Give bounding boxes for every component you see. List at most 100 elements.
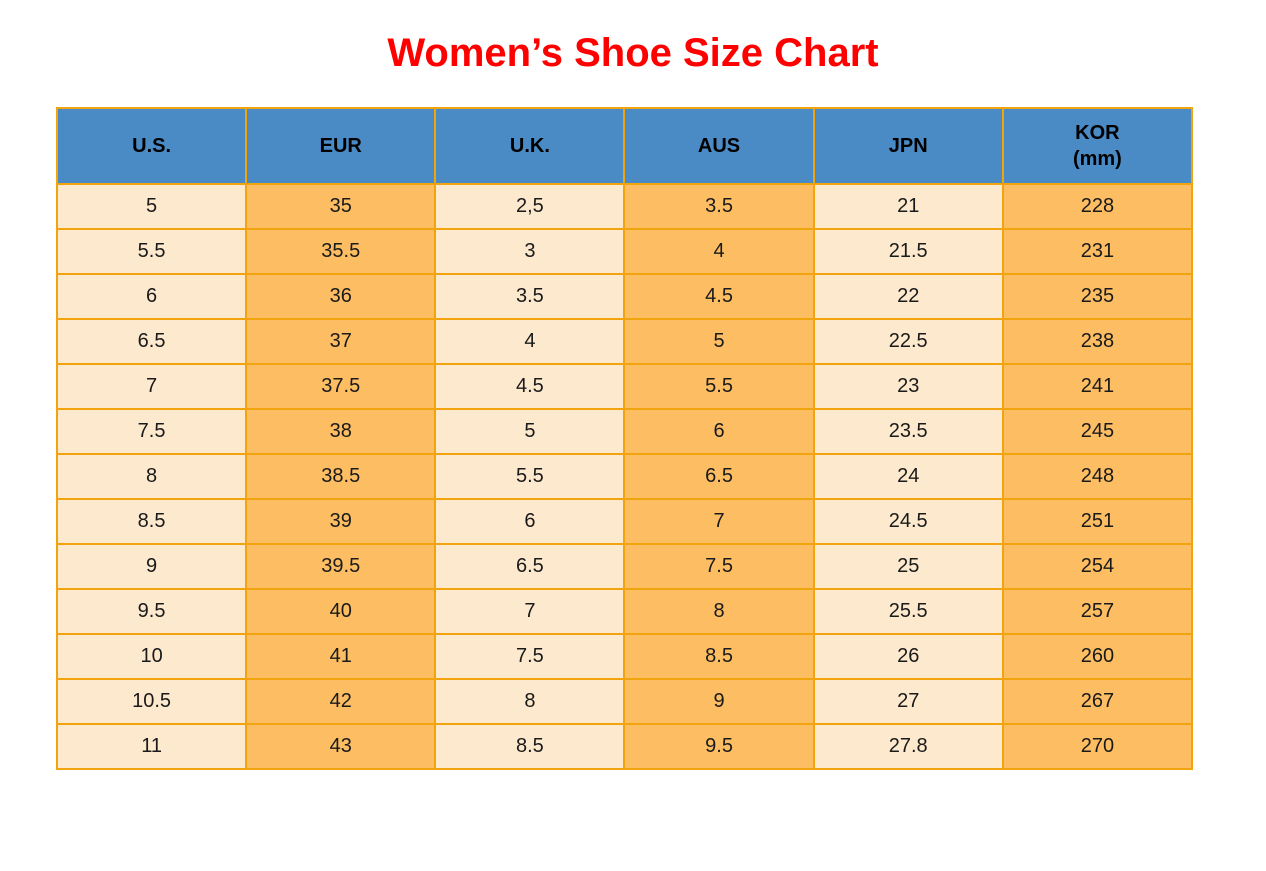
page-title: Women’s Shoe Size Chart [387, 31, 879, 75]
table-cell-eur: 36 [245, 273, 437, 320]
table-cell-kor: 235 [1001, 273, 1194, 320]
table-cell-eur: 35 [245, 183, 437, 230]
column-header-label: EUR [319, 135, 362, 157]
table-cell-uk: 7 [434, 588, 626, 635]
table-cell-eur: 39.5 [245, 543, 437, 590]
table-row: 8 38.5 5.5 6.5 24 248 [55, 453, 1194, 500]
table-cell-uk: 3 [434, 228, 626, 275]
table-cell-eur: 42 [245, 678, 437, 725]
table-cell-jpn: 22.5 [812, 318, 1004, 365]
column-header-label: AUS [697, 135, 741, 157]
table-cell-jpn: 23 [812, 363, 1004, 410]
table-cell-kor: 267 [1001, 678, 1194, 725]
table-cell-eur: 39 [245, 498, 437, 545]
table-row: 7.5 38 5 6 23.5 245 [55, 408, 1194, 455]
table-row: 5 35 2,5 3.5 21 228 [55, 183, 1194, 230]
table-cell-us: 10.5 [55, 678, 248, 725]
table-cell-kor: 254 [1001, 543, 1194, 590]
table-cell-us: 5.5 [55, 228, 248, 275]
table-cell-us: 8 [55, 453, 248, 500]
table-cell-aus: 8.5 [623, 633, 815, 680]
table-cell-us: 9 [55, 543, 248, 590]
table-cell-aus: 4 [623, 228, 815, 275]
table-cell-us: 5 [55, 183, 248, 230]
table-cell-kor: 257 [1001, 588, 1194, 635]
table-row: 11 43 8.5 9.5 27.8 270 [55, 723, 1194, 770]
table-cell-uk: 4.5 [434, 363, 626, 410]
column-header-us: U.S. [55, 107, 248, 185]
table-cell-aus: 9 [623, 678, 815, 725]
table-cell-jpn: 25 [812, 543, 1004, 590]
table-cell-eur: 37.5 [245, 363, 437, 410]
table-row: 9.5 40 7 8 25.5 257 [55, 588, 1194, 635]
column-header-label: JPN [888, 135, 928, 157]
table-cell-eur: 38.5 [245, 453, 437, 500]
table-cell-uk: 5 [434, 408, 626, 455]
table-cell-uk: 2,5 [434, 183, 626, 230]
table-cell-aus: 6.5 [623, 453, 815, 500]
table-cell-jpn: 24 [812, 453, 1004, 500]
table-cell-jpn: 22 [812, 273, 1004, 320]
table-row: 8.5 39 6 7 24.5 251 [55, 498, 1194, 545]
table-cell-uk: 3.5 [434, 273, 626, 320]
table-cell-aus: 9.5 [623, 723, 815, 770]
column-header-eur: EUR [245, 107, 437, 185]
table-row: 10 41 7.5 8.5 26 260 [55, 633, 1194, 680]
table-cell-kor: 228 [1001, 183, 1194, 230]
table-cell-aus: 5 [623, 318, 815, 365]
table-cell-eur: 35.5 [245, 228, 437, 275]
table-header: U.S. EUR U.K. AUS JPN KOR (mm) [55, 107, 1194, 185]
table-cell-us: 10 [55, 633, 248, 680]
table-cell-jpn: 21 [812, 183, 1004, 230]
column-header-label: U.S. [132, 135, 172, 157]
table-cell-eur: 40 [245, 588, 437, 635]
table-cell-eur: 43 [245, 723, 437, 770]
column-header-kor: KOR (mm) [1001, 107, 1194, 185]
table-cell-uk: 4 [434, 318, 626, 365]
table-cell-aus: 5.5 [623, 363, 815, 410]
table-cell-jpn: 27.8 [812, 723, 1004, 770]
table-cell-aus: 7.5 [623, 543, 815, 590]
table-cell-uk: 7.5 [434, 633, 626, 680]
table-cell-kor: 270 [1001, 723, 1194, 770]
table-cell-us: 11 [55, 723, 248, 770]
column-header-aus: AUS [623, 107, 815, 185]
table-cell-us: 8.5 [55, 498, 248, 545]
table-cell-kor: 231 [1001, 228, 1194, 275]
table-cell-jpn: 21.5 [812, 228, 1004, 275]
table-cell-us: 7 [55, 363, 248, 410]
table-cell-eur: 41 [245, 633, 437, 680]
column-header-label: KOR [1075, 122, 1120, 144]
table-cell-uk: 5.5 [434, 453, 626, 500]
table-cell-jpn: 27 [812, 678, 1004, 725]
table-cell-kor: 248 [1001, 453, 1194, 500]
column-header-uk: U.K. [434, 107, 626, 185]
table-cell-aus: 3.5 [623, 183, 815, 230]
shoe-size-table: U.S. EUR U.K. AUS JPN KOR (mm) 5 35 2,5 3.5 21 228 5… [55, 107, 1194, 770]
table-row: 6 36 3.5 4.5 22 235 [55, 273, 1194, 320]
table-cell-aus: 6 [623, 408, 815, 455]
table-row: 5.5 35.5 3 4 21.5 231 [55, 228, 1194, 275]
table-row: 9 39.5 6.5 7.5 25 254 [55, 543, 1194, 590]
column-header-label: U.K. [509, 135, 550, 157]
table-cell-kor: 238 [1001, 318, 1194, 365]
table-cell-us: 6.5 [55, 318, 248, 365]
table-row: 7 37.5 4.5 5.5 23 241 [55, 363, 1194, 410]
table-cell-eur: 38 [245, 408, 437, 455]
table-cell-uk: 8 [434, 678, 626, 725]
table-cell-jpn: 24.5 [812, 498, 1004, 545]
table-cell-kor: 241 [1001, 363, 1194, 410]
table-cell-us: 7.5 [55, 408, 248, 455]
table-cell-jpn: 26 [812, 633, 1004, 680]
table-cell-uk: 6 [434, 498, 626, 545]
header-row: U.S. EUR U.K. AUS JPN KOR (mm) [55, 107, 1194, 185]
column-header-jpn: JPN [812, 107, 1004, 185]
table-cell-aus: 4.5 [623, 273, 815, 320]
table-cell-kor: 251 [1001, 498, 1194, 545]
table-row: 10.5 42 8 9 27 267 [55, 678, 1194, 725]
table-cell-uk: 6.5 [434, 543, 626, 590]
table-cell-kor: 260 [1001, 633, 1194, 680]
table-cell-aus: 8 [623, 588, 815, 635]
table-cell-jpn: 25.5 [812, 588, 1004, 635]
table-cell-aus: 7 [623, 498, 815, 545]
